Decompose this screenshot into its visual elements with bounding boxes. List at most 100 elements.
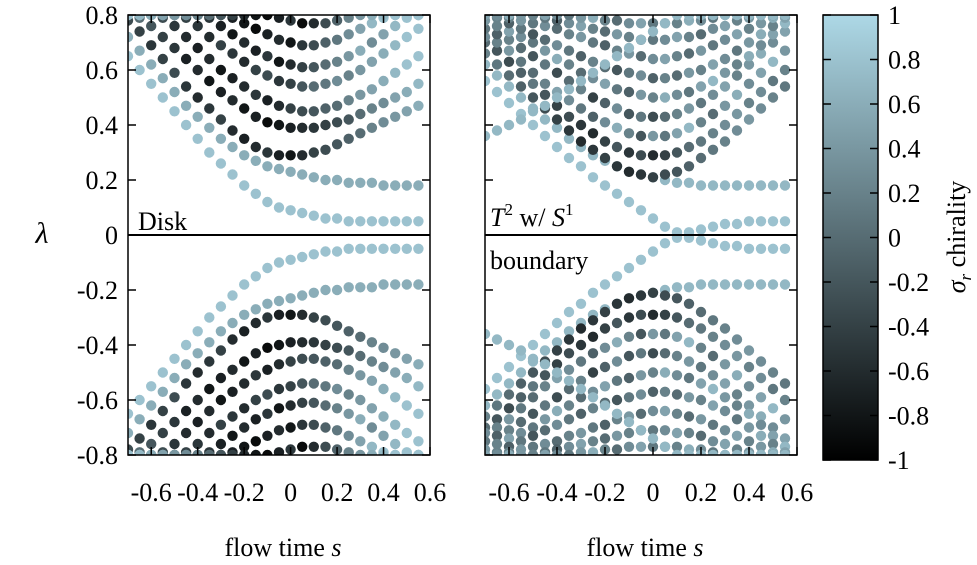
- left-point: [308, 18, 319, 29]
- right-point: [683, 427, 695, 439]
- right-point: [563, 15, 575, 21]
- right-point: [707, 383, 719, 395]
- left-point: [285, 150, 296, 161]
- right-point: [695, 97, 707, 109]
- left-point: [355, 436, 366, 447]
- right-point: [539, 20, 551, 32]
- right-xlabel: flow time s: [587, 533, 704, 562]
- right-point: [563, 414, 575, 425]
- right-point: [779, 26, 791, 37]
- right-point: [539, 114, 551, 125]
- right-point: [491, 334, 503, 345]
- left-point: [308, 172, 319, 183]
- right-point: [695, 81, 707, 92]
- right-point: [623, 372, 635, 384]
- right-point: [719, 425, 731, 436]
- left-xtick-label: -0.6: [131, 478, 172, 507]
- right-point: [731, 279, 743, 290]
- right-point: [539, 370, 551, 381]
- right-point: [671, 147, 683, 158]
- left-point: [262, 117, 273, 128]
- right-point: [527, 367, 539, 378]
- right-point: [755, 15, 767, 21]
- right-point: [503, 389, 515, 400]
- right-point: [755, 29, 767, 40]
- right-point: [527, 37, 539, 48]
- right-point: [563, 95, 575, 106]
- left-point: [343, 243, 354, 254]
- right-point: [575, 136, 587, 147]
- right-point: [683, 141, 695, 153]
- left-point: [308, 147, 319, 158]
- left-point: [390, 243, 401, 254]
- right-point: [707, 15, 719, 21]
- right-xtick-label: 0: [647, 478, 660, 507]
- left-point: [250, 317, 261, 329]
- left-point: [355, 243, 366, 254]
- right-point: [647, 18, 659, 29]
- right-point: [671, 370, 683, 381]
- right-point: [599, 361, 611, 373]
- left-point: [413, 243, 424, 254]
- left-point: [297, 106, 308, 117]
- left-point: [297, 290, 308, 301]
- left-point: [157, 73, 168, 84]
- right-point: [719, 34, 731, 45]
- left-point: [215, 394, 227, 406]
- right-point: [611, 15, 623, 26]
- right-point: [551, 392, 563, 403]
- right-point: [659, 309, 671, 320]
- right-point: [647, 34, 659, 45]
- right-point: [575, 323, 587, 334]
- left-point: [250, 89, 261, 101]
- left-point: [250, 64, 261, 76]
- right-point: [767, 29, 779, 40]
- right-point: [485, 15, 491, 21]
- left-point: [192, 326, 203, 337]
- left-point: [250, 23, 261, 34]
- left-point: [390, 40, 401, 51]
- left-point: [192, 20, 203, 32]
- right-point: [575, 383, 587, 395]
- right-point: [527, 430, 539, 441]
- right-point: [683, 103, 695, 114]
- right-point: [635, 309, 647, 320]
- right-point: [719, 392, 731, 403]
- right-point: [527, 106, 539, 117]
- left-point: [331, 320, 343, 331]
- right-point: [719, 323, 731, 334]
- right-point: [563, 125, 575, 136]
- right-point: [707, 40, 719, 51]
- left-point: [343, 364, 354, 375]
- right-point: [551, 345, 563, 356]
- right-point: [671, 108, 683, 120]
- right-point: [659, 150, 671, 161]
- right-point: [623, 392, 635, 403]
- right-point: [647, 53, 659, 65]
- left-point: [297, 441, 308, 452]
- right-point: [599, 306, 611, 318]
- left-point: [128, 15, 134, 21]
- right-point: [563, 18, 575, 29]
- right-ticks: -0.6 -0.4 -0.2 0 0.2 0.4 0.6: [485, 14, 813, 507]
- right-point: [587, 37, 599, 48]
- left-point: [308, 312, 319, 323]
- right-point: [731, 125, 743, 136]
- left-point: [262, 298, 273, 309]
- left-point: [366, 84, 378, 95]
- colorbar-tick-label: -0.2: [888, 268, 929, 297]
- left-point: [204, 427, 215, 439]
- left-point: [273, 119, 285, 131]
- right-point: [779, 216, 791, 227]
- left-point: [227, 73, 238, 84]
- left-point: [227, 334, 238, 345]
- right-point: [671, 15, 683, 21]
- right-point: [683, 298, 695, 309]
- right-point: [671, 89, 683, 101]
- right-point: [551, 337, 563, 348]
- left-point: [401, 427, 412, 439]
- right-point: [719, 449, 731, 455]
- left-point: [192, 416, 203, 428]
- right-point: [551, 100, 563, 112]
- right-point: [515, 67, 527, 79]
